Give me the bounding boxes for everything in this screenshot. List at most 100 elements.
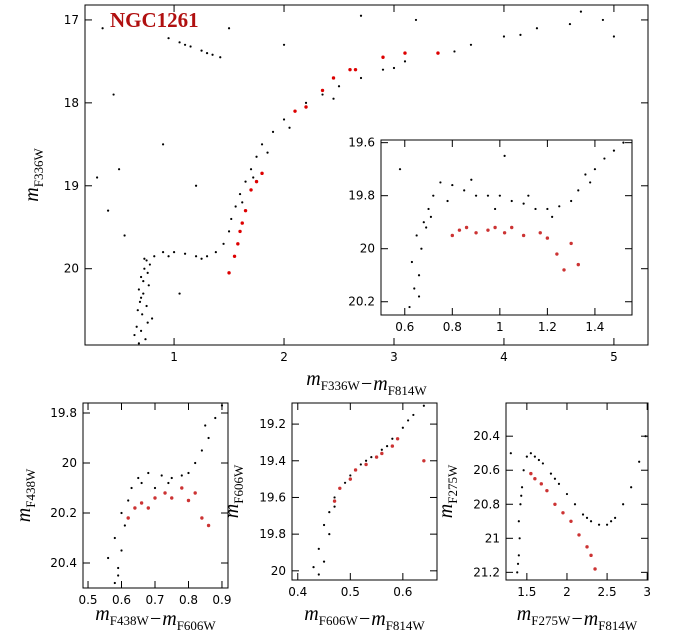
data-point — [101, 27, 104, 30]
x-tick-label: 0.5 — [78, 593, 97, 607]
data-point — [525, 455, 528, 458]
data-point — [522, 202, 525, 205]
x-tick-label: 3 — [643, 585, 651, 599]
data-point — [502, 35, 506, 38]
data-point — [533, 477, 537, 481]
label-symbol: −m — [570, 608, 598, 630]
y-tick-label: 20.8 — [473, 497, 500, 511]
data-point — [551, 215, 554, 218]
data-point — [214, 416, 217, 420]
data-point — [579, 10, 583, 13]
data-point — [569, 519, 573, 523]
data-point — [538, 231, 542, 235]
data-point — [117, 168, 121, 171]
data-point — [381, 68, 385, 71]
label-subscript: F275W — [445, 464, 460, 504]
data-point — [385, 445, 389, 448]
y-tick-label: 20.4 — [473, 429, 500, 443]
data-point — [107, 556, 110, 560]
y-tick-label: 17 — [64, 13, 79, 27]
data-point — [133, 333, 136, 337]
data-point — [521, 233, 526, 238]
x-tick-label: 2.5 — [598, 585, 617, 599]
data-point — [337, 85, 341, 88]
data-point — [140, 481, 143, 485]
data-point — [106, 209, 110, 212]
x-tick-label: 2 — [563, 585, 571, 599]
axis-label: mF275W — [435, 464, 460, 518]
data-point — [417, 295, 421, 298]
data-point — [429, 215, 433, 218]
data-point — [577, 189, 580, 192]
data-point — [170, 476, 173, 480]
label-subscript: F606W — [177, 618, 217, 633]
data-point — [614, 516, 617, 519]
data-point — [534, 207, 537, 211]
data-point — [332, 97, 335, 100]
data-point — [541, 462, 545, 465]
data-point — [517, 554, 520, 557]
data-point — [553, 502, 557, 506]
data-point — [146, 271, 149, 274]
data-point — [148, 263, 151, 266]
data-point — [167, 255, 170, 258]
data-point — [136, 309, 139, 312]
data-point — [200, 49, 203, 52]
data-point — [381, 55, 385, 59]
data-point — [234, 205, 237, 208]
data-point — [200, 257, 203, 260]
data-point — [519, 503, 522, 506]
data-point — [211, 53, 214, 56]
data-point — [537, 458, 540, 462]
data-point — [146, 506, 151, 510]
data-point — [432, 194, 435, 197]
data-point — [205, 255, 209, 258]
data-point — [142, 292, 145, 295]
data-point — [144, 338, 147, 341]
label-subscript: F814W — [388, 383, 428, 398]
label-symbol: −m — [360, 373, 388, 395]
data-point — [457, 228, 462, 232]
data-point — [518, 537, 521, 540]
data-point — [364, 462, 368, 467]
data-point — [183, 252, 187, 255]
axis-label: mF336W — [21, 148, 46, 202]
data-point — [170, 496, 174, 500]
y-tick-label: 20 — [271, 564, 286, 578]
data-point — [178, 292, 181, 295]
data-point — [612, 149, 616, 152]
y-tick-label: 20.2 — [50, 506, 77, 520]
data-point — [436, 51, 440, 55]
y-tick-label: 20.6 — [473, 463, 500, 477]
data-point — [193, 491, 197, 495]
data-point — [463, 189, 466, 192]
data-point — [139, 275, 143, 279]
data-point — [117, 566, 120, 570]
data-point — [304, 101, 308, 104]
x-tick-label: 0.9 — [212, 593, 231, 607]
data-point — [349, 474, 352, 477]
data-point — [260, 171, 264, 176]
y-tick-label: 19.2 — [259, 417, 286, 431]
label-subscript: F438W — [23, 468, 38, 508]
label-symbol: m — [95, 603, 109, 625]
label-symbol: m — [517, 603, 531, 625]
data-point — [581, 513, 585, 516]
x-tick-label: 2 — [280, 350, 288, 364]
data-point — [584, 173, 587, 176]
data-point — [227, 27, 231, 30]
data-point — [522, 469, 525, 472]
data-point — [333, 505, 336, 508]
data-point — [230, 217, 233, 221]
data-point — [510, 225, 514, 230]
label-symbol: m — [21, 187, 43, 201]
data-point — [569, 241, 573, 246]
x-tick-label: 0.8 — [179, 593, 198, 607]
data-point — [395, 437, 400, 441]
data-point — [137, 342, 140, 345]
data-point — [464, 225, 469, 230]
data-point — [407, 419, 410, 422]
data-point — [622, 503, 625, 506]
data-point — [153, 496, 157, 500]
data-point — [153, 486, 157, 490]
